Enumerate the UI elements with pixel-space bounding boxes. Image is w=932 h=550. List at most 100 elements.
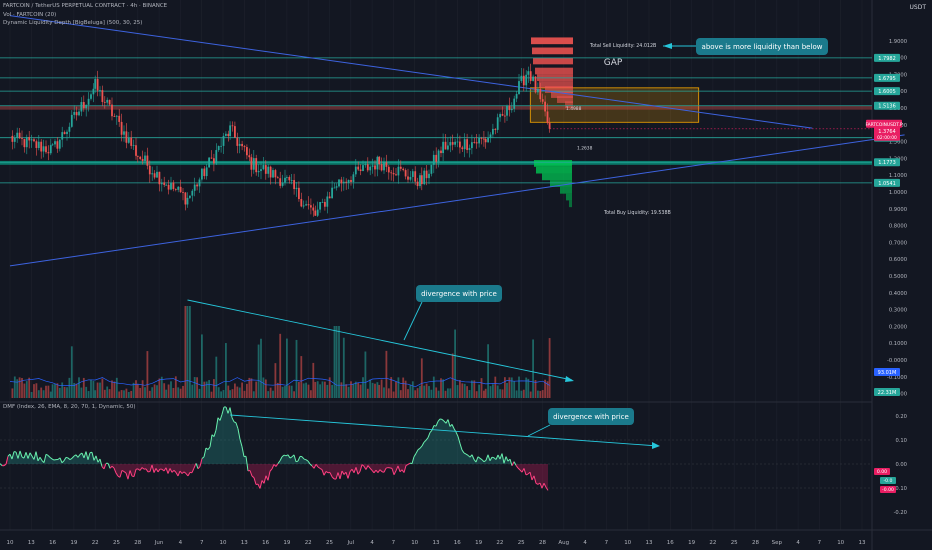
volume-bar bbox=[442, 379, 444, 398]
time-tick-label: Sep bbox=[772, 540, 783, 546]
dmf-line bbox=[415, 449, 419, 454]
volume-bar bbox=[316, 381, 319, 398]
candle-body bbox=[269, 166, 272, 178]
dmf-line bbox=[227, 407, 231, 414]
dmf-tick-label: 0.20 bbox=[895, 414, 907, 420]
dmf-line bbox=[457, 436, 461, 444]
dmf-fill bbox=[534, 464, 536, 484]
dmf-fill bbox=[82, 453, 84, 464]
dmf-line bbox=[533, 475, 537, 484]
time-tick-label: 25 bbox=[731, 540, 738, 546]
dmf-line bbox=[435, 421, 439, 427]
dmf-line bbox=[335, 472, 339, 480]
volume-indicator-title[interactable]: Vol · FARTCOIN (20) bbox=[3, 12, 57, 18]
candle-body bbox=[61, 132, 64, 140]
volume-bar bbox=[432, 376, 435, 398]
volume-bar bbox=[506, 383, 508, 398]
volume-bar bbox=[430, 389, 433, 398]
candle-body bbox=[321, 201, 324, 203]
volume-bar bbox=[56, 383, 59, 398]
dmf-line bbox=[183, 471, 187, 474]
candle-body bbox=[510, 108, 513, 111]
candle-body bbox=[423, 170, 426, 185]
time-tick-label: 10 bbox=[624, 540, 631, 546]
volume-bar bbox=[354, 381, 357, 398]
dmf-line bbox=[329, 472, 333, 477]
buy-liquidity-bar bbox=[566, 193, 572, 201]
candle-body bbox=[49, 145, 52, 154]
dmf-indicator-title[interactable]: DMF (Index, 26, EMA, 8, 20, 70, 1, Dynam… bbox=[3, 404, 136, 410]
candle-body bbox=[501, 114, 504, 116]
volume-bar bbox=[108, 389, 111, 398]
dmf-fill bbox=[132, 464, 134, 477]
dmf-line bbox=[287, 454, 291, 459]
volume-bar bbox=[82, 377, 85, 398]
dmf-line bbox=[407, 462, 411, 465]
volume-bar bbox=[215, 356, 218, 398]
dmf-fill bbox=[326, 464, 328, 473]
dmf-line bbox=[309, 463, 313, 467]
symbol-title[interactable]: FARTCOIN / TetherUS PERPETUAL CONTRACT ·… bbox=[3, 3, 168, 9]
candle-body bbox=[302, 205, 305, 207]
dmf-line bbox=[39, 456, 43, 461]
volume-bar bbox=[293, 391, 295, 398]
dmf-line bbox=[93, 455, 97, 461]
buy-liquidity-bar bbox=[569, 200, 572, 208]
time-tick-label: Jul bbox=[346, 540, 354, 546]
candle-body bbox=[257, 171, 260, 173]
candle-body bbox=[99, 90, 101, 91]
dmf-line bbox=[203, 447, 207, 457]
volume-bar bbox=[473, 380, 476, 398]
volume-bar bbox=[380, 379, 383, 398]
dmf-line bbox=[193, 463, 197, 469]
candle-body bbox=[376, 156, 379, 170]
dmf-fill bbox=[284, 455, 286, 464]
price-level-label: 1.6795 bbox=[878, 76, 896, 82]
volume-ma-line bbox=[9, 377, 550, 388]
time-tick-label: 13 bbox=[859, 540, 866, 546]
candle-body bbox=[156, 171, 158, 178]
volume-bar bbox=[515, 390, 518, 398]
candle-body bbox=[276, 177, 279, 179]
liquidity-indicator-title[interactable]: Dynamic Liquidity Depth [BigBeluga] (500… bbox=[3, 20, 143, 26]
candle-body bbox=[120, 121, 123, 135]
dmf-fill bbox=[156, 464, 158, 472]
dmf-line bbox=[263, 475, 267, 484]
dmf-line bbox=[293, 454, 297, 462]
volume-bar bbox=[419, 385, 421, 398]
candle-body bbox=[432, 154, 435, 165]
dmf-fill bbox=[212, 434, 214, 464]
volume-bar bbox=[534, 380, 537, 398]
time-tick-label: 10 bbox=[220, 540, 227, 546]
time-tick-label: 19 bbox=[283, 540, 290, 546]
candle-body bbox=[103, 101, 106, 103]
volume-bar bbox=[513, 381, 516, 398]
volume-bar bbox=[362, 377, 364, 398]
candle-body bbox=[544, 101, 546, 112]
dmf-fill bbox=[256, 464, 258, 485]
price-level-badge bbox=[874, 178, 900, 187]
sell-liquidity-band bbox=[0, 105, 872, 110]
volume-bar bbox=[466, 386, 468, 398]
dmf-line bbox=[47, 454, 51, 458]
volume-bar bbox=[130, 390, 133, 398]
dmf-badge bbox=[880, 486, 896, 493]
candle-body bbox=[229, 125, 231, 137]
dmf-line bbox=[315, 464, 319, 468]
dmf-line bbox=[165, 467, 169, 474]
volume-bar bbox=[45, 385, 47, 398]
dmf-fill bbox=[236, 422, 238, 464]
volume-bar bbox=[213, 379, 215, 398]
candle-body bbox=[151, 173, 154, 175]
buy-liquidity-bar bbox=[550, 180, 572, 187]
volume-bar bbox=[335, 326, 338, 398]
candle-body bbox=[68, 126, 71, 132]
candle-body bbox=[215, 150, 218, 164]
dmf-line bbox=[219, 414, 223, 421]
volume-bar bbox=[508, 377, 511, 398]
volume-bar bbox=[40, 387, 43, 398]
volume-bar bbox=[404, 380, 407, 398]
candle-body bbox=[508, 105, 511, 111]
dmf-fill bbox=[498, 454, 500, 464]
